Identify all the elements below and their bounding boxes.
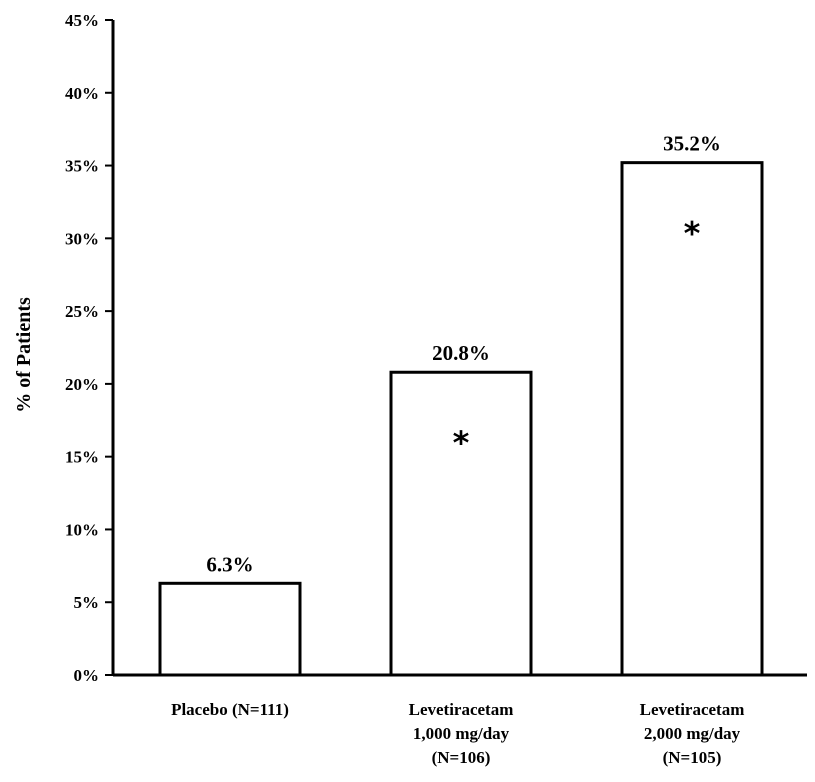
bar: [389, 370, 533, 677]
y-tick-label: 5%: [74, 593, 100, 612]
y-tick-label: 30%: [65, 229, 99, 248]
data-label: 20.8%: [432, 341, 490, 365]
y-tick-label: 15%: [65, 448, 99, 467]
category-label: Levetiracetam: [409, 700, 514, 719]
data-label: 6.3%: [206, 552, 253, 576]
y-axis-ticks: 0% 5% 10% 15% 20% 25% 30% 35% 40% 45%: [65, 11, 113, 685]
category-labels: Placebo (N=111) Levetiracetam 1,000 mg/day…: [171, 700, 744, 767]
y-tick-label: 20%: [65, 375, 99, 394]
category-label: 2,000 mg/day: [644, 724, 741, 743]
data-label: 35.2%: [663, 132, 721, 156]
category-label: (N=105): [663, 748, 722, 767]
y-tick-label: 0%: [74, 666, 100, 685]
bar: [158, 581, 302, 677]
y-tick-label: 45%: [65, 11, 99, 30]
y-tick-label: 40%: [65, 84, 99, 103]
category-label: Levetiracetam: [640, 700, 745, 719]
significance-asterisk: *: [453, 424, 470, 462]
y-tick-label: 35%: [65, 157, 99, 176]
category-label: Placebo (N=111): [171, 700, 289, 719]
y-tick-label: 25%: [65, 302, 99, 321]
bars: [158, 161, 764, 677]
y-axis-title: % of Patients: [13, 297, 35, 413]
y-tick-label: 10%: [65, 520, 99, 539]
category-label: 1,000 mg/day: [413, 724, 510, 743]
category-label: (N=106): [432, 748, 491, 767]
bar: [620, 161, 764, 677]
data-labels: 6.3% 20.8% * 35.2% *: [206, 132, 721, 577]
significance-asterisk: *: [684, 215, 701, 253]
